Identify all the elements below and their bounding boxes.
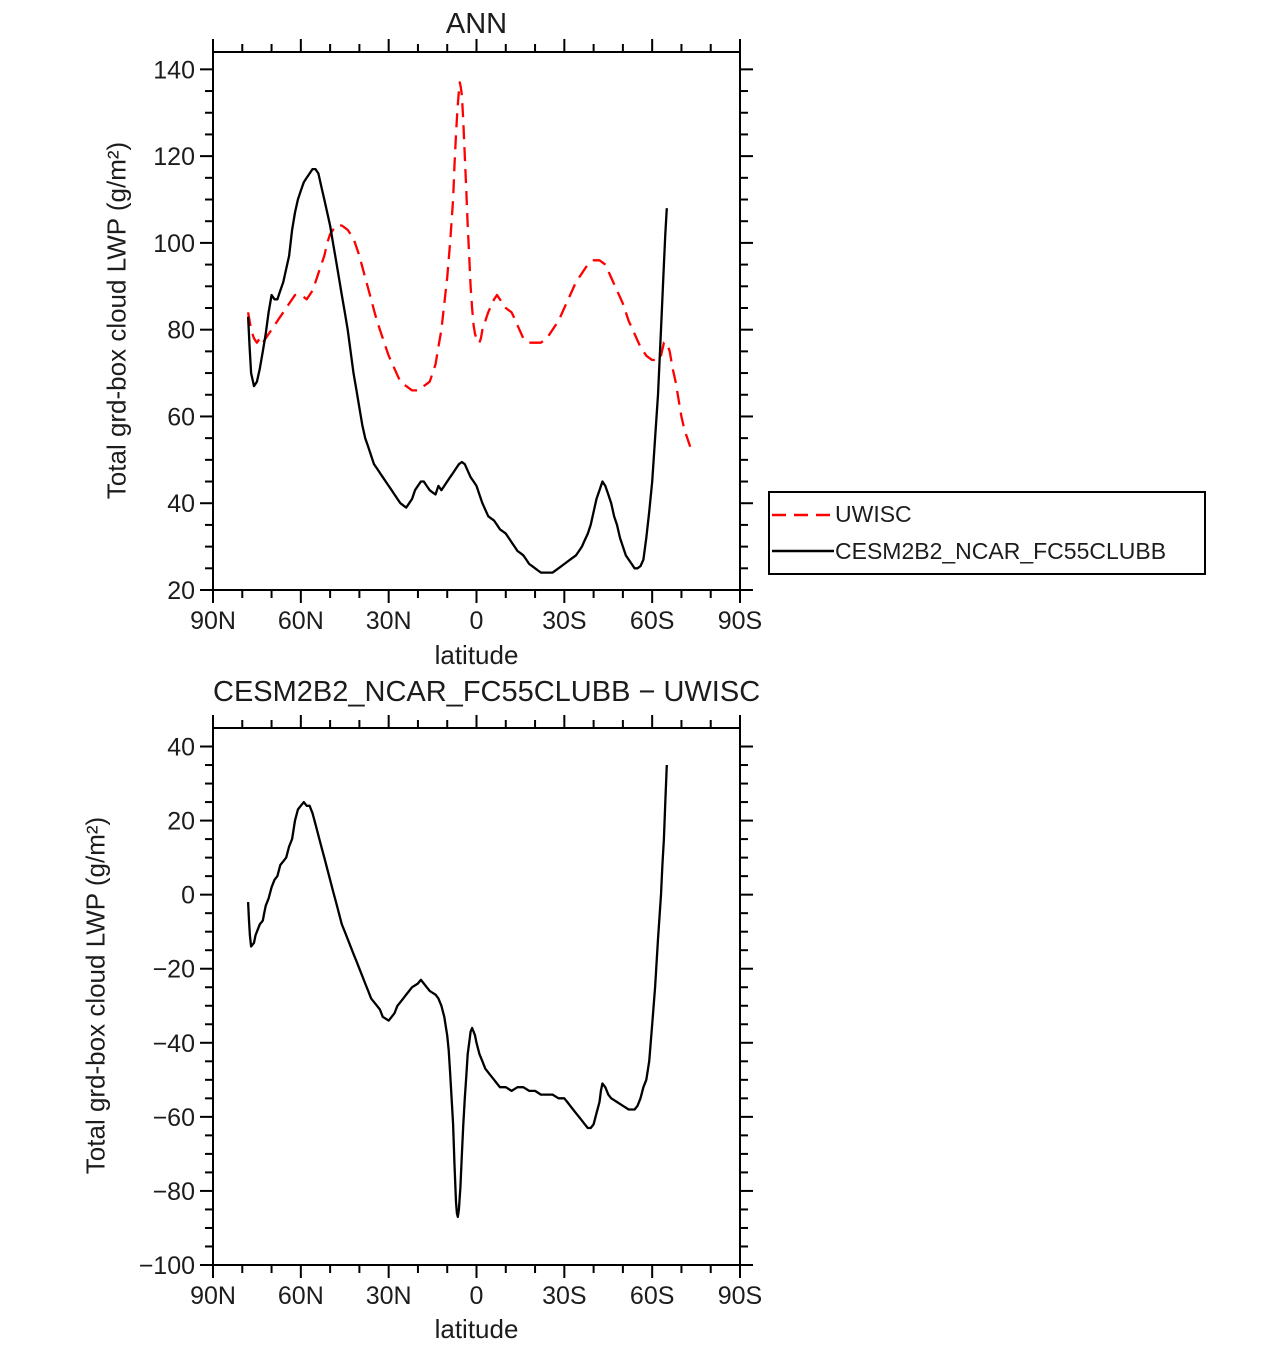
y-tick-label: 0 (181, 882, 195, 910)
legend-item-cesm2b2: CESM2B2_NCAR_FC55CLUBB (772, 534, 1204, 568)
y-tick-label: −100 (139, 1252, 195, 1280)
series-line-cesm2b2-ncar-fc55clubb (246, 167, 668, 574)
x-tick-label: 30N (366, 1282, 412, 1310)
legend-item-uwisc: UWISC (772, 498, 1204, 532)
y-tick-label: 120 (153, 143, 195, 171)
x-tick-label: 60S (630, 1282, 674, 1310)
x-tick-label: 60N (278, 1282, 324, 1310)
y-tick-label: 20 (167, 808, 195, 836)
y-tick-label: 40 (167, 734, 195, 762)
x-tick-label: 90S (718, 1282, 762, 1310)
top-chart-x-axis-label: latitude (434, 640, 519, 670)
legend-line-sample-cesm2b2 (772, 550, 834, 553)
top-chart-title: ANN (445, 8, 508, 40)
y-tick-label: 100 (153, 230, 195, 258)
axes-1 (200, 715, 753, 1278)
bottom-chart-x-axis-label: latitude (434, 1314, 519, 1344)
bottom-chart-y-axis-label: Total grd-box cloud LWP (g/m²) (80, 816, 111, 1175)
x-tick-label: 60N (278, 607, 324, 635)
series-line-cesm2b2-ncar-fc55clubb-uwisc (246, 764, 668, 1219)
y-tick-label: 60 (167, 403, 195, 431)
x-tick-label: 60S (630, 607, 674, 635)
y-tick-label: 140 (153, 56, 195, 84)
legend-label-cesm2b2: CESM2B2_NCAR_FC55CLUBB (835, 537, 1167, 564)
x-tick-label: 0 (470, 1282, 484, 1310)
x-tick-label: 90N (190, 1282, 236, 1310)
y-tick-label: −60 (153, 1104, 195, 1132)
y-tick-label: 20 (167, 577, 195, 605)
top-chart-y-axis-label: Total grd-box cloud LWP (g/m²) (101, 141, 132, 500)
x-tick-label: 30S (542, 1282, 586, 1310)
legend-label-uwisc: UWISC (835, 501, 912, 528)
bottom-chart-title: CESM2B2_NCAR_FC55CLUBB − UWISC (213, 676, 761, 708)
y-tick-label: −20 (153, 956, 195, 984)
y-tick-label: 80 (167, 317, 195, 345)
legend-line-sample-uwisc (772, 513, 834, 516)
y-tick-label: −40 (153, 1030, 195, 1058)
x-tick-label: 0 (470, 607, 484, 635)
y-tick-label: −80 (153, 1178, 195, 1206)
legend: UWISC CESM2B2_NCAR_FC55CLUBB (768, 491, 1206, 575)
x-tick-label: 30N (366, 607, 412, 635)
axes-0 (200, 39, 753, 603)
x-tick-label: 30S (542, 607, 586, 635)
x-tick-label: 90S (718, 607, 762, 635)
y-tick-label: 40 (167, 490, 195, 518)
series-line-uwisc (246, 81, 692, 448)
x-tick-label: 90N (190, 607, 236, 635)
